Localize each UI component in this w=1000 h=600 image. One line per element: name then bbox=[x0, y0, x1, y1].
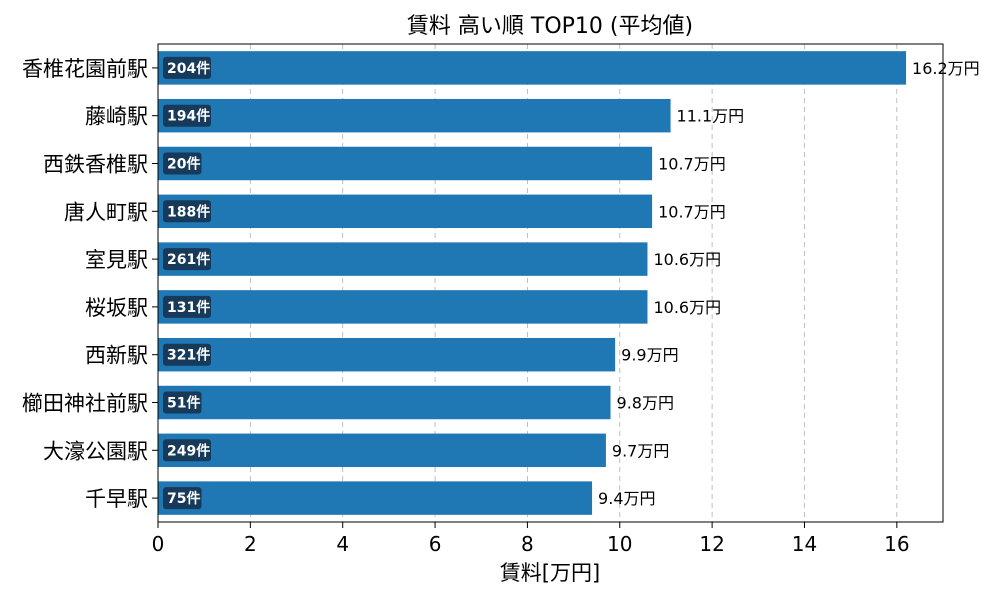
x-tick-label: 0 bbox=[152, 532, 165, 556]
count-badge bbox=[163, 391, 202, 414]
value-label: 10.6万円 bbox=[653, 298, 721, 317]
bar bbox=[158, 433, 606, 468]
count-badge bbox=[163, 295, 211, 318]
x-tick-label: 8 bbox=[521, 532, 534, 556]
bars: 16.2万円 204件 11.1万円 194件 10.7万円 20件 10.7万円 188件 1… bbox=[158, 51, 980, 515]
category-label: 櫛田神社前駅 bbox=[22, 392, 148, 416]
x-tick-label: 10 bbox=[607, 532, 632, 556]
value-label: 10.7万円 bbox=[658, 202, 726, 221]
category-label: 室見駅 bbox=[85, 248, 148, 272]
count-badge bbox=[163, 439, 211, 462]
count-label: 321件 bbox=[167, 347, 210, 364]
x-tick-label: 12 bbox=[699, 532, 724, 556]
x-tick-label: 6 bbox=[429, 532, 442, 556]
category-label: 香椎花園前駅 bbox=[22, 57, 148, 81]
count-badge bbox=[163, 104, 211, 127]
x-tick-label: 16 bbox=[884, 532, 909, 556]
bar bbox=[158, 337, 616, 372]
x-tick-label: 14 bbox=[792, 532, 817, 556]
count-badge bbox=[163, 487, 202, 510]
category-label: 桜坂駅 bbox=[85, 296, 148, 320]
plot-frame bbox=[157, 43, 944, 523]
value-label: 9.8万円 bbox=[617, 394, 674, 413]
bar bbox=[158, 51, 907, 85]
bar bbox=[158, 98, 671, 133]
count-label: 204件 bbox=[167, 60, 210, 77]
x-tick-label: 4 bbox=[336, 532, 349, 556]
x-axis-ticks: 0 2 4 6 8 10 12 14 16 bbox=[152, 522, 910, 556]
category-label: 西鉄香椎駅 bbox=[43, 153, 148, 177]
category-label: 大濠公園駅 bbox=[43, 439, 148, 463]
bar bbox=[158, 194, 653, 229]
category-label: 唐人町駅 bbox=[64, 200, 148, 224]
bar bbox=[158, 242, 648, 276]
value-label: 9.4万円 bbox=[598, 489, 655, 508]
count-label: 194件 bbox=[167, 108, 210, 125]
bar bbox=[158, 385, 611, 420]
bar bbox=[158, 146, 653, 181]
value-label: 16.2万円 bbox=[912, 59, 980, 78]
x-axis-title: 賃料[万円] bbox=[500, 561, 600, 585]
count-label: 131件 bbox=[167, 299, 210, 316]
count-label: 20件 bbox=[167, 156, 200, 173]
chart-title: 賃料 高い順 TOP10 (平均値) bbox=[407, 14, 693, 39]
count-badge bbox=[163, 56, 211, 79]
value-label: 9.9万円 bbox=[621, 346, 678, 365]
value-label: 9.7万円 bbox=[612, 441, 669, 460]
category-label: 西新駅 bbox=[85, 344, 148, 368]
count-badge bbox=[163, 343, 211, 366]
count-badge bbox=[163, 152, 202, 175]
category-label: 千早駅 bbox=[85, 487, 148, 511]
value-label: 11.1万円 bbox=[677, 107, 745, 126]
value-label: 10.6万円 bbox=[653, 250, 721, 269]
category-label: 藤崎駅 bbox=[85, 105, 148, 129]
count-label: 249件 bbox=[167, 442, 210, 459]
count-badge bbox=[163, 200, 211, 223]
count-badge bbox=[163, 248, 211, 271]
x-tick-label: 2 bbox=[244, 532, 257, 556]
count-label: 188件 bbox=[167, 203, 210, 220]
y-axis-categories: 香椎花園前駅藤崎駅西鉄香椎駅唐人町駅室見駅桜坂駅西新駅櫛田神社前駅大濠公園駅千早… bbox=[22, 57, 158, 511]
count-label: 51件 bbox=[167, 395, 200, 412]
count-label: 261件 bbox=[167, 251, 210, 268]
count-label: 75件 bbox=[167, 490, 200, 507]
bar bbox=[158, 481, 593, 515]
value-label: 10.7万円 bbox=[658, 155, 726, 174]
bar bbox=[158, 290, 648, 324]
